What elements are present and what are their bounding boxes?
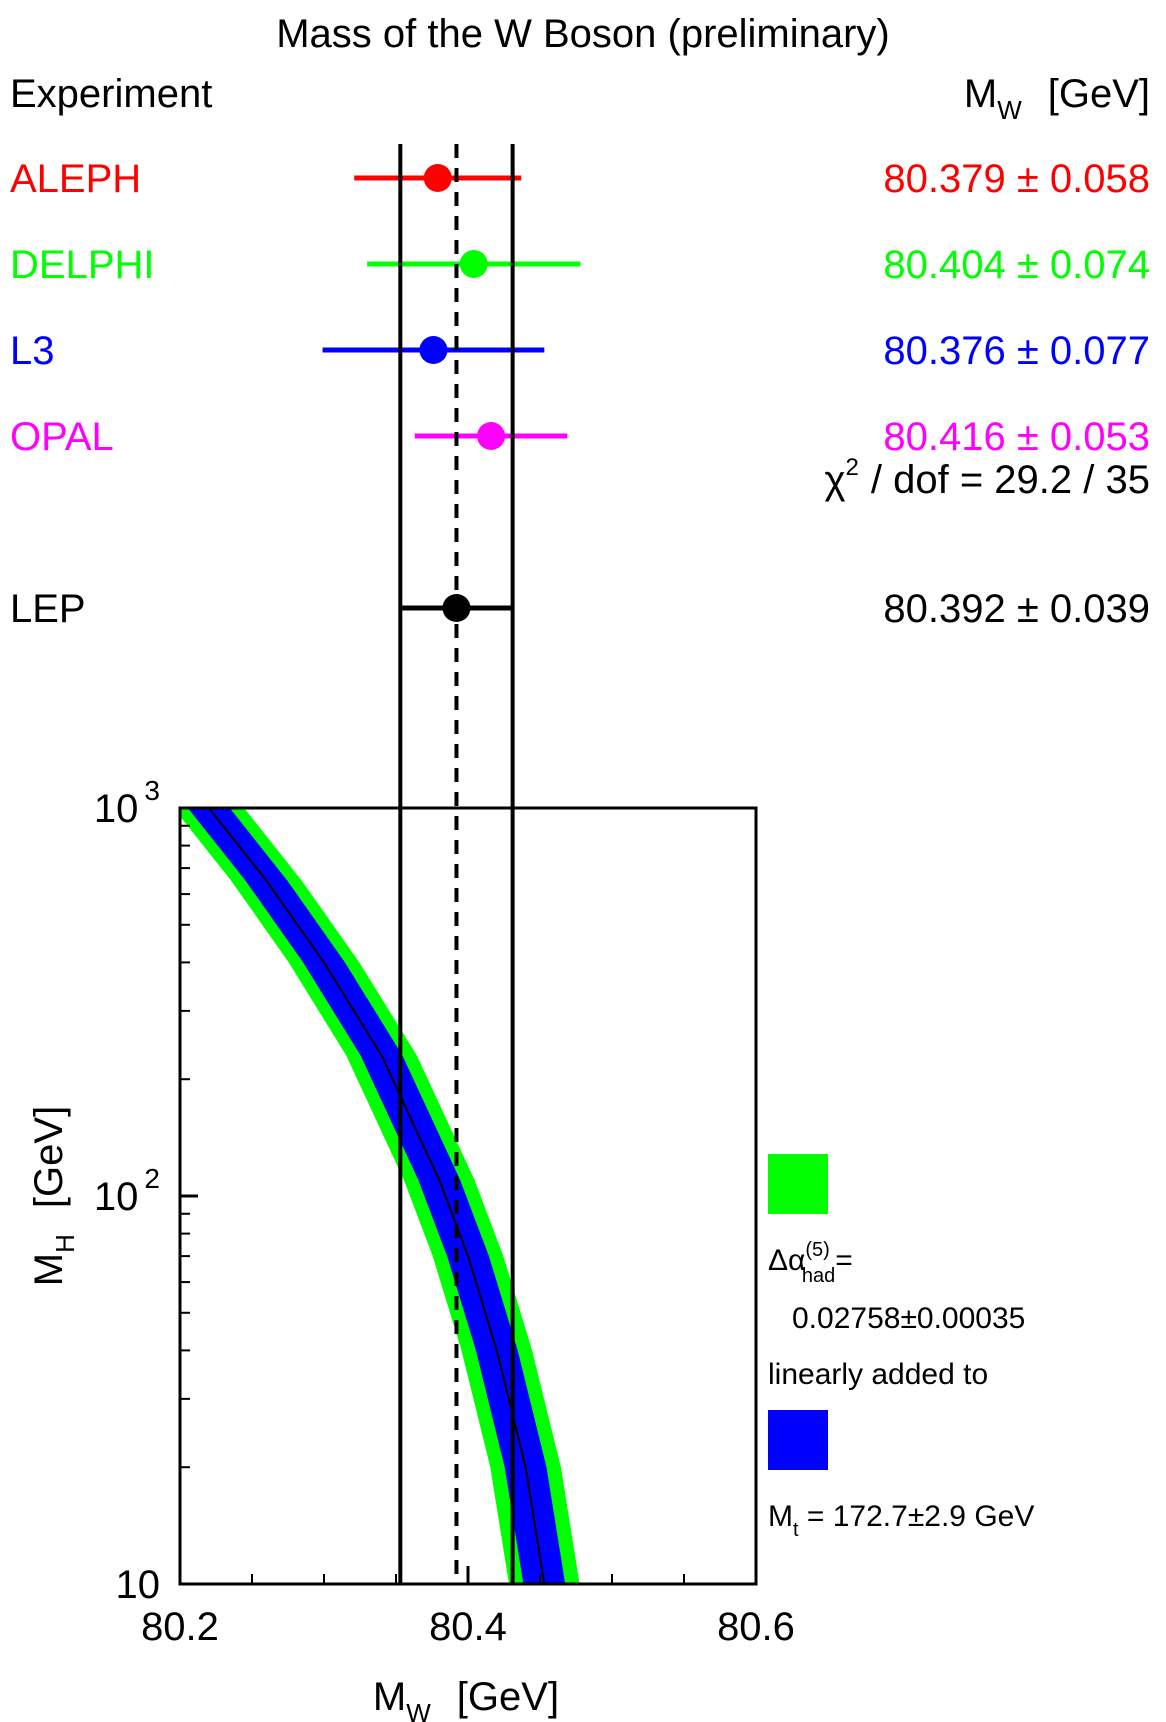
legend-mt-value: = 172.7±2.9 GeV <box>799 1500 1035 1533</box>
legend-alpha-superscript: (5) <box>805 1239 829 1261</box>
x-axis-unit: [GeV] <box>457 1675 559 1719</box>
mw-header-subscript: W <box>997 95 1022 125</box>
legend-swatch-inner-band <box>768 1410 828 1470</box>
data-point-opal <box>477 422 506 450</box>
legend-alpha-subscript: had <box>802 1265 835 1287</box>
mw-header: MW [GeV] <box>964 72 1150 125</box>
legend-alpha-symbol: Δα <box>768 1244 805 1277</box>
legend-mt-subscript: t <box>793 1519 799 1541</box>
measurement-value-lep: 80.392 ± 0.039 <box>883 587 1150 631</box>
lep-average-lines <box>398 144 515 1584</box>
experiment-name-l3: L3 <box>10 329 55 373</box>
data-point-aleph <box>423 164 452 192</box>
legend-alpha-value: 0.02758±0.00035 <box>792 1302 1025 1335</box>
y-axis-unit: [GeV] <box>27 1106 71 1208</box>
y-tick-label: 10 3 <box>94 775 160 831</box>
band-outer <box>180 808 580 1584</box>
x-tick-label: 80.6 <box>717 1605 795 1649</box>
experiment-name-delphi: DELPHI <box>10 243 155 287</box>
x-axis-subscript: W <box>406 1698 431 1722</box>
measurement-panel: ALEPH 80.379 ± 0.058 DELPHI 80.404 ± 0.074 L… <box>10 157 1150 631</box>
x-axis-title: MW [GeV] <box>373 1675 559 1722</box>
band-central-curve <box>208 808 546 1584</box>
y-axis-symbol: M <box>27 1253 71 1286</box>
chi2-superscript: 2 <box>846 454 859 481</box>
band-layer <box>180 808 580 1584</box>
data-point-delphi <box>459 250 488 278</box>
chi2-symbol: χ <box>825 458 846 502</box>
experiment-name-lep: LEP <box>10 587 86 631</box>
y-axis-subscript: H <box>50 1234 80 1253</box>
chi2-text: / dof = 29.2 / 35 <box>871 458 1150 502</box>
experiment-name-opal: OPAL <box>10 415 114 459</box>
chart-title: Mass of the W Boson (preliminary) <box>276 12 890 56</box>
y-axis-title: MH [GeV] <box>27 1106 80 1286</box>
legend-mt-label: Mt = 172.7±2.9 GeV <box>768 1500 1034 1541</box>
y-tick-label: 10 <box>116 1563 161 1607</box>
mw-header-symbol: M <box>964 72 997 116</box>
x-tick-label: 80.4 <box>429 1605 507 1649</box>
measurement-value-opal: 80.416 ± 0.053 <box>883 415 1150 459</box>
chi2-label: χ2 / dof = 29.2 / 35 <box>825 454 1150 502</box>
legend-alpha-equals: = <box>835 1244 853 1277</box>
data-point-l3 <box>419 336 448 364</box>
legend-mt-symbol: M <box>768 1500 793 1533</box>
y-tick-label: 10 2 <box>94 1163 160 1219</box>
measurement-value-delphi: 80.404 ± 0.074 <box>883 243 1150 287</box>
measurement-value-l3: 80.376 ± 0.077 <box>883 329 1150 373</box>
x-axis-symbol: M <box>373 1675 406 1719</box>
legend-alpha-label: Δα(5) had= <box>768 1239 853 1287</box>
experiment-header: Experiment <box>10 72 212 116</box>
measurement-value-aleph: 80.379 ± 0.058 <box>883 157 1150 201</box>
x-tick-label: 80.2 <box>141 1605 219 1649</box>
band-inner <box>187 808 566 1584</box>
legend-linearly-added: linearly added to <box>768 1358 988 1391</box>
legend-swatch-outer-band <box>768 1154 828 1214</box>
mw-header-unit: [GeV] <box>1048 72 1150 116</box>
experiment-name-aleph: ALEPH <box>10 157 141 201</box>
